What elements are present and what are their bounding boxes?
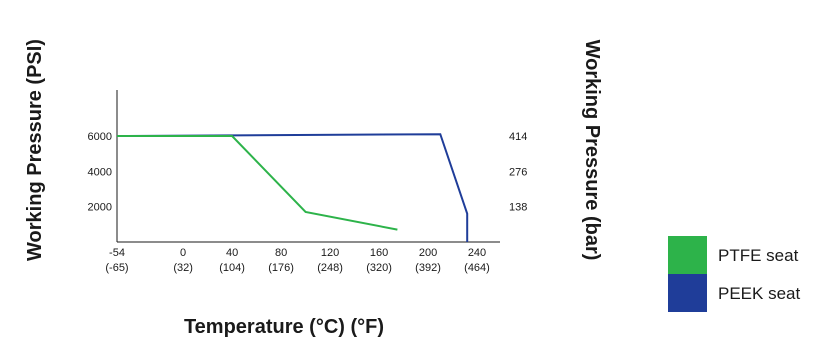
x-tick-label-c: 200 <box>419 247 437 259</box>
series-line-ptfe-seat <box>117 135 398 231</box>
x-axis-title: Temperature (°C) (°F) <box>184 316 384 338</box>
series-layer <box>116 133 469 242</box>
x-tick-label-c: -54 <box>109 247 125 259</box>
y2-axis-title: Working Pressure (bar) <box>581 40 603 261</box>
series-line-peek-seat <box>116 133 469 242</box>
x-tick-labels: -54 (-65) 0 (32) 40 (104) 80 (176) 120 (248) 160 (3… <box>105 247 489 274</box>
x-tick-label-f: (248) <box>317 262 343 274</box>
x-tick-label-f: (104) <box>219 262 245 274</box>
x-tick-label-c: 240 <box>468 247 486 259</box>
legend-swatch-ptfe-seat <box>668 236 707 274</box>
x-tick-label-f: (392) <box>415 262 441 274</box>
x-tick-label-f: (176) <box>268 262 294 274</box>
y2-tick-label: 138 <box>509 202 527 214</box>
x-tick-label-f: (464) <box>464 262 490 274</box>
legend: PTFE seat PEEK seat <box>668 236 800 312</box>
x-tick-label-f: (320) <box>366 262 392 274</box>
x-tick-label-c: 120 <box>321 247 339 259</box>
y2-tick-label: 276 <box>509 166 527 178</box>
x-tick-label-c: 160 <box>370 247 388 259</box>
y-tick-label: 4000 <box>88 166 112 178</box>
y2-tick-label: 414 <box>509 131 527 143</box>
x-tick-label-c: 40 <box>226 247 238 259</box>
legend-label: PEEK seat <box>718 284 800 303</box>
x-tick-label-c: 80 <box>275 247 287 259</box>
legend-swatch-peek-seat <box>668 274 707 312</box>
legend-label: PTFE seat <box>718 246 799 265</box>
y-tick-label: 6000 <box>88 131 112 143</box>
y-tick-label: 2000 <box>88 202 112 214</box>
x-tick-label-c: 0 <box>180 247 186 259</box>
x-tick-label-f: (-65) <box>105 262 128 274</box>
x-tick-label-f: (32) <box>173 262 193 274</box>
y-axis-title: Working Pressure (PSI) <box>24 39 46 261</box>
y-tick-labels: 6000 4000 2000 <box>88 131 112 214</box>
y2-tick-labels: 414 276 138 <box>509 131 527 214</box>
